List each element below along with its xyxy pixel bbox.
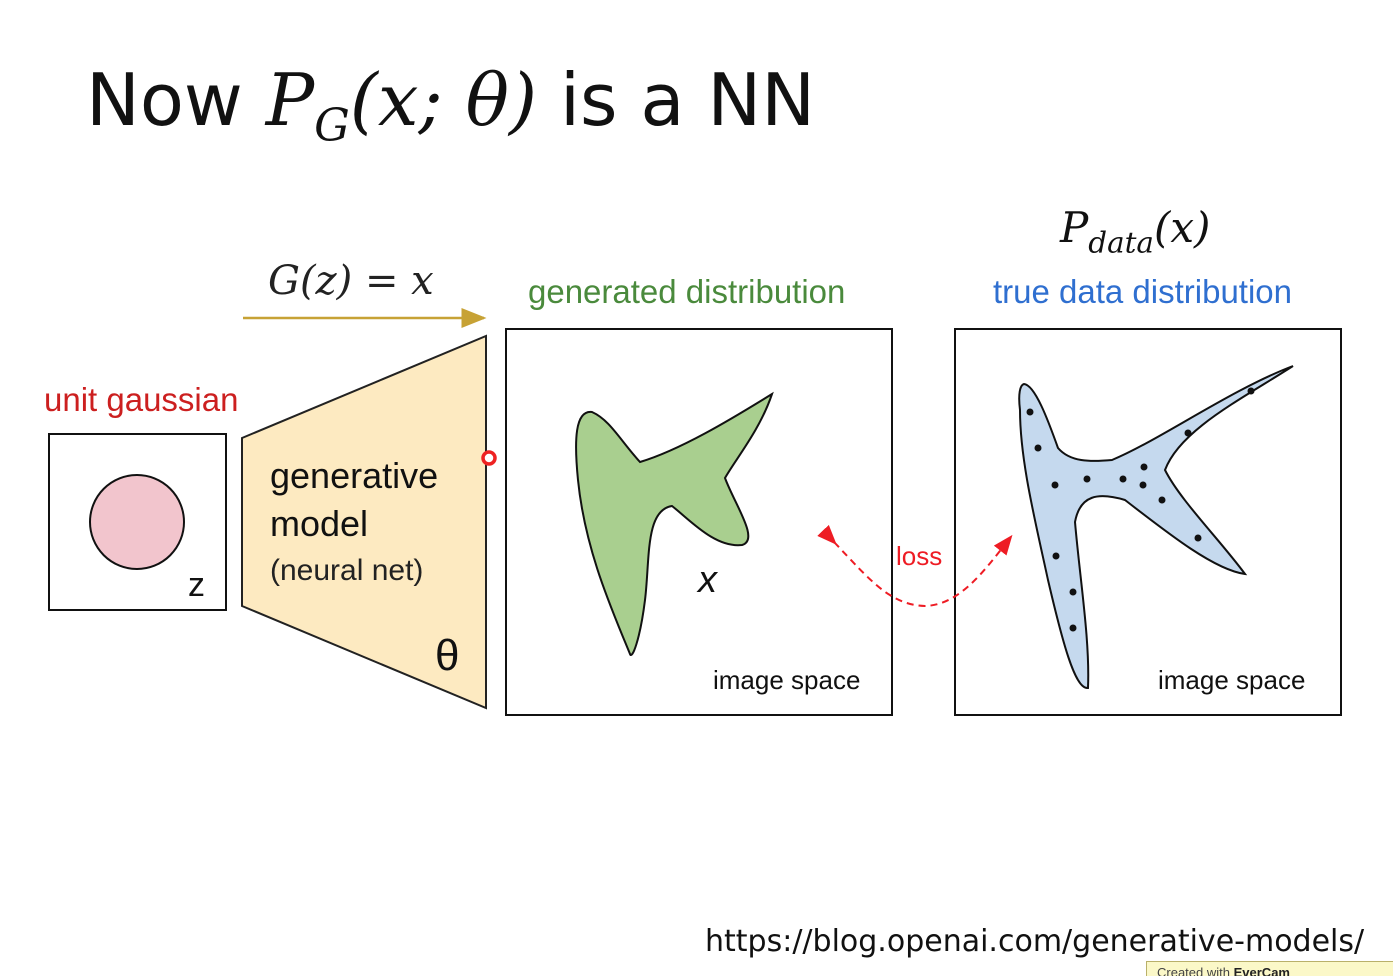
- loss-arrow: [817, 524, 1013, 608]
- data-point: [1051, 481, 1059, 489]
- true-data-points: [1026, 387, 1255, 632]
- data-point: [1069, 588, 1077, 596]
- model-line3: (neural net): [270, 554, 423, 587]
- x-label: x: [696, 559, 719, 601]
- title-sub: G: [314, 99, 350, 152]
- data-point: [1184, 429, 1192, 437]
- evercam-watermark: Created with EverCam: [1146, 961, 1393, 976]
- data-point: [1158, 496, 1166, 504]
- pdata-p: P: [1060, 203, 1089, 252]
- title-suffix: is a NN: [537, 58, 816, 142]
- unit-gaussian-label: unit gaussian: [44, 381, 239, 418]
- title-args: (x; θ): [349, 58, 538, 142]
- image-space-left-label: image space: [713, 665, 860, 695]
- data-point: [1194, 534, 1202, 542]
- data-point: [1034, 444, 1042, 452]
- title-p: P: [265, 58, 315, 142]
- true-image-space-box: [954, 328, 1342, 716]
- gaussian-circle: [89, 474, 185, 570]
- data-point: [1247, 387, 1255, 395]
- watermark-brand: EverCam: [1233, 965, 1290, 976]
- data-point: [1052, 552, 1060, 560]
- watermark-prefix: Created with: [1157, 965, 1230, 976]
- data-point: [1069, 624, 1077, 632]
- pdata-args: (x): [1153, 203, 1211, 252]
- slide-title: Now PG(x; θ) is a NN: [86, 58, 815, 158]
- pdata-label: Pdata(x): [1060, 203, 1210, 259]
- model-line1: generative: [270, 455, 438, 496]
- z-label: z: [188, 566, 205, 604]
- source-url[interactable]: https://blog.openai.com/generative-model…: [705, 924, 1365, 959]
- pdata-sub: data: [1088, 225, 1154, 260]
- true-distribution-label: true data distribution: [993, 273, 1293, 310]
- generator-mapping-label: G(z) = x: [268, 258, 434, 304]
- image-space-right-label: image space: [1158, 665, 1305, 695]
- model-line2: model: [270, 503, 368, 544]
- title-prefix: Now: [86, 58, 266, 142]
- data-point: [1140, 463, 1148, 471]
- generative-model-shape: [241, 334, 487, 710]
- data-point: [1083, 475, 1091, 483]
- data-point: [1119, 475, 1127, 483]
- theta-label: θ: [435, 631, 459, 680]
- data-point: [1139, 481, 1147, 489]
- generated-shape: [575, 391, 774, 657]
- pointer-dot: [481, 450, 497, 466]
- loss-label: loss: [896, 541, 942, 571]
- true-data-shape: [1018, 365, 1294, 689]
- generated-distribution-label: generated distribution: [528, 273, 846, 310]
- data-point: [1026, 408, 1034, 416]
